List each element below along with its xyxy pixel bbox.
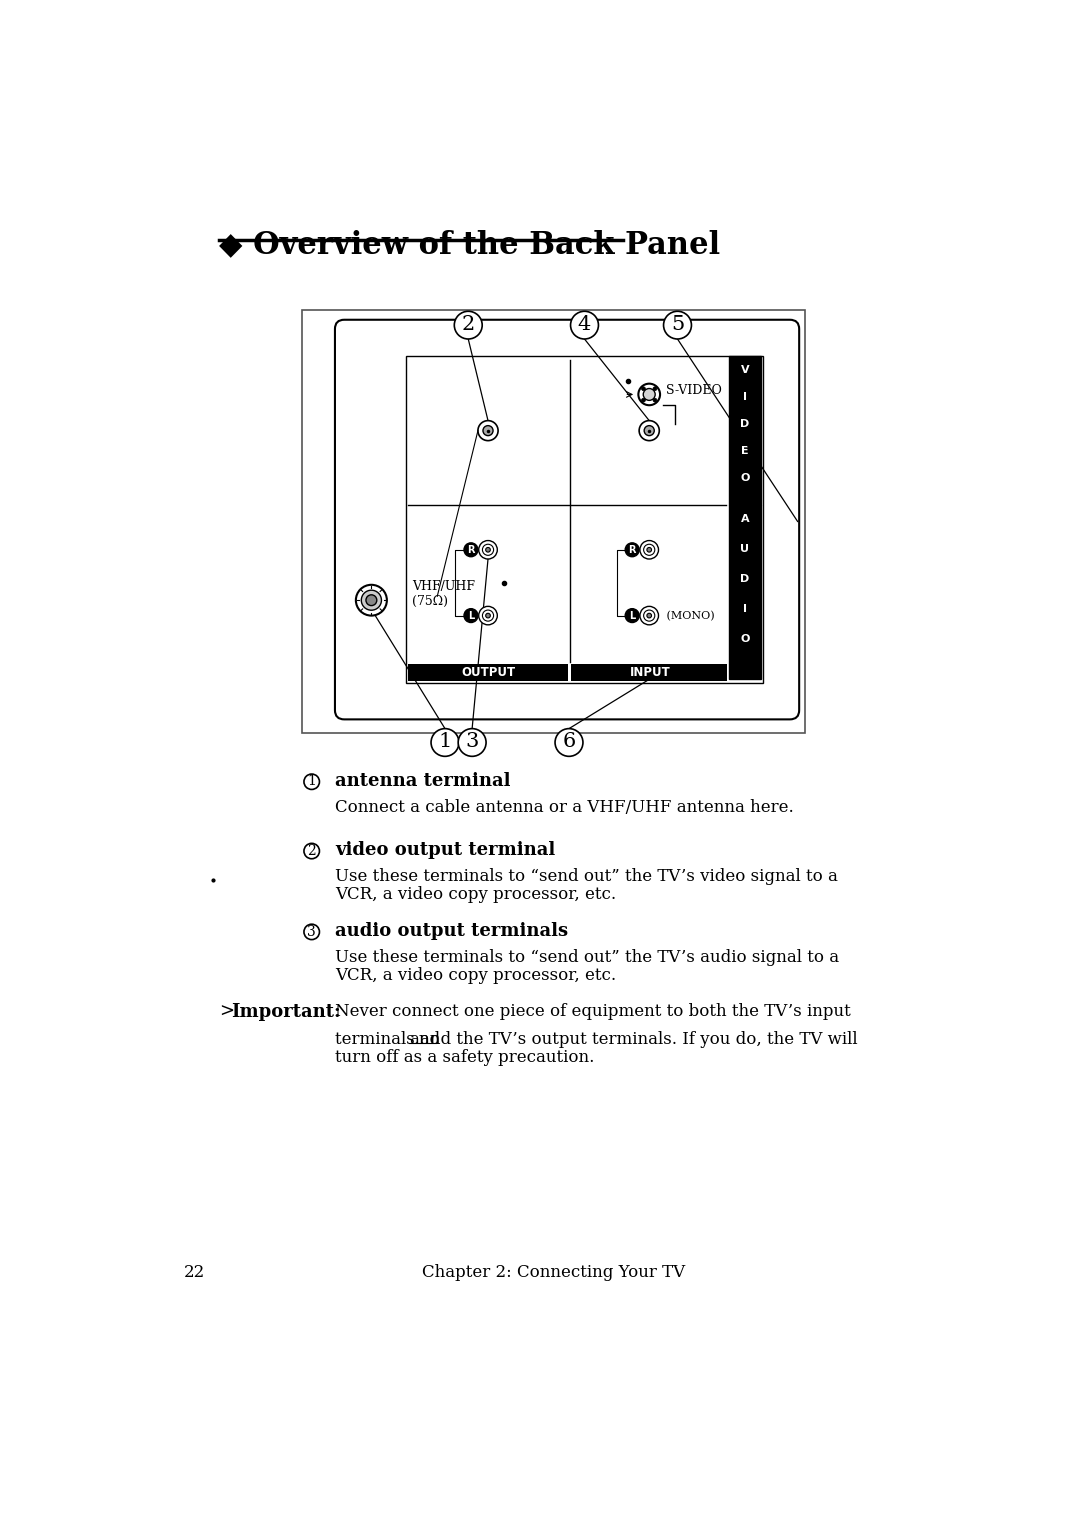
Text: antenna terminal: antenna terminal bbox=[335, 772, 511, 790]
Bar bbox=[408, 664, 568, 681]
Text: VHF/UHF
(75Ω): VHF/UHF (75Ω) bbox=[411, 581, 475, 608]
Text: and: and bbox=[409, 1031, 441, 1048]
Text: E: E bbox=[741, 446, 748, 456]
Circle shape bbox=[478, 420, 498, 441]
Circle shape bbox=[638, 384, 660, 405]
Text: 4: 4 bbox=[578, 315, 591, 334]
Text: R: R bbox=[468, 544, 475, 555]
Text: Connect a cable antenna or a VHF/UHF antenna here.: Connect a cable antenna or a VHF/UHF ant… bbox=[335, 799, 794, 816]
Text: A: A bbox=[741, 514, 750, 525]
Circle shape bbox=[647, 547, 651, 552]
Text: >: > bbox=[218, 1004, 233, 1020]
Circle shape bbox=[478, 541, 497, 559]
Text: Use these terminals to “send out” the TV’s audio signal to a: Use these terminals to “send out” the TV… bbox=[335, 949, 839, 966]
Text: I: I bbox=[743, 605, 747, 614]
Circle shape bbox=[642, 387, 646, 391]
Text: 5: 5 bbox=[671, 315, 684, 334]
Circle shape bbox=[647, 614, 651, 619]
Text: L: L bbox=[629, 611, 635, 620]
Text: OUTPUT: OUTPUT bbox=[462, 666, 516, 679]
Text: U: U bbox=[741, 544, 750, 555]
Text: 2: 2 bbox=[308, 844, 316, 858]
Text: 2: 2 bbox=[461, 315, 475, 334]
Circle shape bbox=[570, 311, 598, 340]
Bar bbox=[729, 505, 761, 679]
Bar bbox=[729, 356, 761, 505]
Text: I: I bbox=[743, 393, 747, 402]
Bar bbox=[301, 309, 806, 734]
Circle shape bbox=[431, 729, 459, 756]
Circle shape bbox=[366, 594, 377, 605]
FancyBboxPatch shape bbox=[335, 320, 799, 720]
Circle shape bbox=[464, 608, 478, 623]
Circle shape bbox=[639, 420, 659, 441]
Text: 6: 6 bbox=[563, 732, 576, 752]
Text: INPUT: INPUT bbox=[630, 666, 671, 679]
Circle shape bbox=[640, 541, 659, 559]
Text: turn off as a safety precaution.: turn off as a safety precaution. bbox=[335, 1049, 594, 1066]
Text: L: L bbox=[468, 611, 474, 620]
Text: 3: 3 bbox=[308, 925, 316, 938]
Circle shape bbox=[303, 775, 320, 790]
Text: ◆ Overview of the Back Panel: ◆ Overview of the Back Panel bbox=[218, 229, 720, 259]
Text: O: O bbox=[740, 634, 750, 644]
Text: Chapter 2: Connecting Your TV: Chapter 2: Connecting Your TV bbox=[422, 1264, 685, 1281]
Circle shape bbox=[642, 399, 646, 402]
Circle shape bbox=[303, 843, 320, 858]
Text: 1: 1 bbox=[308, 775, 316, 788]
Text: S-VIDEO: S-VIDEO bbox=[666, 384, 723, 397]
Text: Never connect one piece of equipment to both the TV’s input: Never connect one piece of equipment to … bbox=[335, 1004, 851, 1020]
Circle shape bbox=[464, 543, 478, 556]
Circle shape bbox=[644, 388, 656, 400]
Circle shape bbox=[303, 925, 320, 940]
Text: terminals and the TV’s output terminals. If you do, the TV will: terminals and the TV’s output terminals.… bbox=[335, 1031, 858, 1048]
Text: VCR, a video copy processor, etc.: VCR, a video copy processor, etc. bbox=[335, 967, 616, 984]
Text: D: D bbox=[740, 575, 750, 584]
Circle shape bbox=[653, 387, 657, 391]
Circle shape bbox=[663, 311, 691, 340]
Text: (MONO): (MONO) bbox=[663, 611, 715, 620]
Circle shape bbox=[644, 426, 654, 435]
Circle shape bbox=[483, 426, 494, 435]
Circle shape bbox=[653, 399, 657, 402]
Circle shape bbox=[625, 608, 639, 623]
Text: 3: 3 bbox=[465, 732, 478, 752]
Text: video output terminal: video output terminal bbox=[335, 841, 555, 860]
Text: V: V bbox=[741, 365, 750, 374]
Circle shape bbox=[478, 606, 497, 625]
Text: D: D bbox=[740, 418, 750, 429]
Circle shape bbox=[486, 614, 490, 619]
Text: audio output terminals: audio output terminals bbox=[335, 922, 568, 940]
Circle shape bbox=[362, 590, 381, 611]
Text: R: R bbox=[629, 544, 636, 555]
Bar bbox=[406, 356, 762, 684]
Circle shape bbox=[356, 585, 387, 615]
Circle shape bbox=[455, 311, 482, 340]
Text: O: O bbox=[740, 473, 750, 484]
Circle shape bbox=[555, 729, 583, 756]
Text: 22: 22 bbox=[184, 1264, 205, 1281]
Circle shape bbox=[625, 543, 639, 556]
Circle shape bbox=[486, 547, 490, 552]
Text: 1: 1 bbox=[438, 732, 451, 752]
Circle shape bbox=[640, 606, 659, 625]
Text: Use these terminals to “send out” the TV’s video signal to a: Use these terminals to “send out” the TV… bbox=[335, 869, 838, 885]
Bar bbox=[571, 664, 727, 681]
Text: VCR, a video copy processor, etc.: VCR, a video copy processor, etc. bbox=[335, 885, 616, 902]
Text: Important:: Important: bbox=[231, 1004, 340, 1020]
Circle shape bbox=[458, 729, 486, 756]
